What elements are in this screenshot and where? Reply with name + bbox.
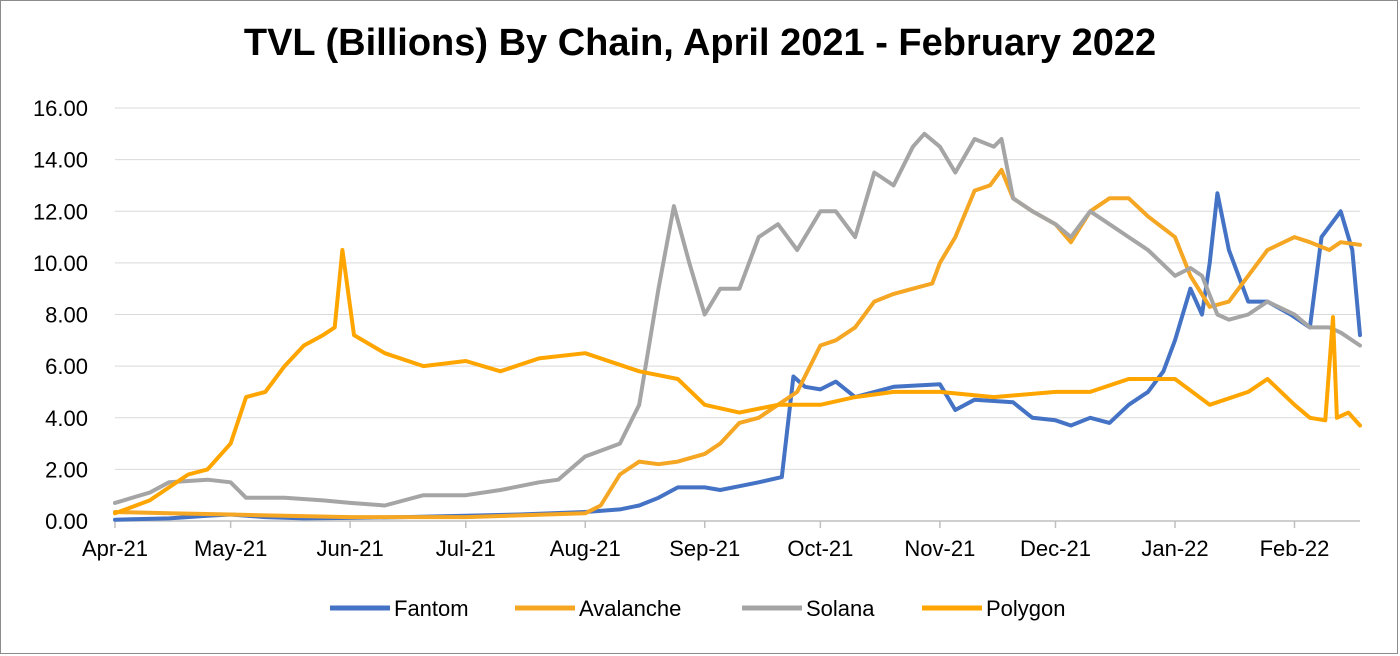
chart-title: TVL (Billions) By Chain, April 2021 - Fe… (243, 22, 1157, 64)
series-line-polygon (113, 248, 1362, 516)
x-tick-label: Sep-21 (669, 536, 740, 561)
legend-label-solana: Solana (806, 596, 875, 621)
y-tick-label: 2.00 (45, 457, 88, 482)
x-tick-label: Feb-22 (1260, 536, 1330, 561)
x-tick-label: Jul-21 (436, 536, 496, 561)
series-line-avalanche (113, 167, 1362, 520)
y-tick-label: 8.00 (45, 303, 88, 328)
x-tick-label: Jan-22 (1141, 536, 1208, 561)
legend-label-avalanche: Avalanche (579, 596, 681, 621)
gridlines (115, 107, 1360, 522)
y-tick-label: 14.00 (33, 148, 88, 173)
x-tick-label: Jun-21 (316, 536, 383, 561)
y-tick-label: 0.00 (45, 509, 88, 534)
x-axis: Apr-21 May-21 Jun-21 Jul-21 Aug-21 Sep-21 Oct-… (82, 520, 1360, 561)
y-tick-label: 16.00 (33, 96, 88, 121)
y-axis-ticks: 0.00 2.00 4.00 6.00 8.00 10.00 12.00 14.00 16.00 (33, 96, 88, 534)
x-tick-label: Oct-21 (787, 536, 853, 561)
series-line-fantom (113, 191, 1362, 522)
series-lines (113, 131, 1362, 522)
x-tick-label: Dec-21 (1020, 536, 1091, 561)
series-line-solana (113, 131, 1362, 508)
legend-label-fantom: Fantom (394, 596, 469, 621)
legend: Fantom Avalanche Solana Polygon (330, 596, 1066, 621)
x-tick-label: Nov-21 (904, 536, 975, 561)
y-tick-label: 6.00 (45, 354, 88, 379)
y-tick-label: 4.00 (45, 406, 88, 431)
y-tick-label: 10.00 (33, 251, 88, 276)
x-tick-label: Aug-21 (550, 536, 621, 561)
y-tick-label: 12.00 (33, 199, 88, 224)
x-tick-label: May-21 (194, 536, 267, 561)
x-tick-label: Apr-21 (82, 536, 148, 561)
legend-label-polygon: Polygon (986, 596, 1066, 621)
